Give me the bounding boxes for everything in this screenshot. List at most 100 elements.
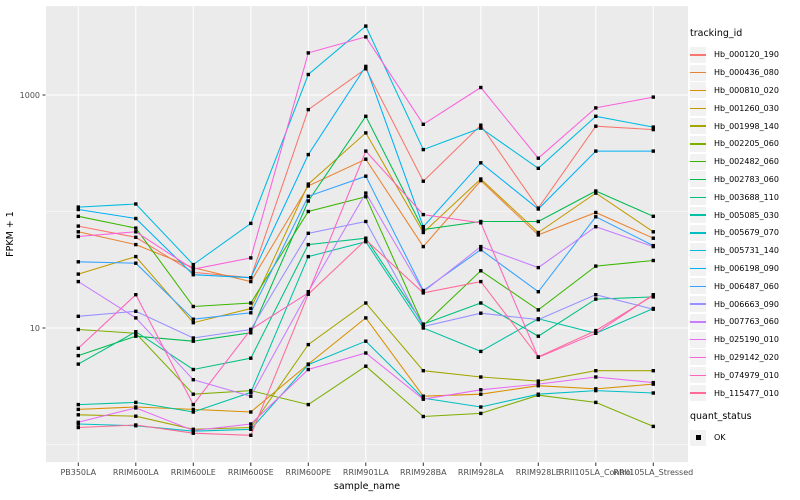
legend-item-Hb_000120_190: Hb_000120_190 xyxy=(690,46,798,64)
legend-line-swatch xyxy=(690,250,706,252)
data-point xyxy=(364,195,368,199)
data-point xyxy=(479,85,483,90)
legend-key-line-icon xyxy=(690,260,706,277)
data-point xyxy=(76,314,80,318)
data-point xyxy=(306,342,310,347)
data-point xyxy=(421,122,425,126)
data-point xyxy=(364,67,368,71)
data-point xyxy=(134,235,138,239)
legend-line-swatch xyxy=(690,214,706,216)
data-point xyxy=(249,306,253,311)
data-point xyxy=(249,425,253,430)
quant-status-label: OK xyxy=(714,433,726,443)
data-point xyxy=(249,390,253,395)
data-point xyxy=(651,424,655,429)
data-point xyxy=(191,262,195,267)
x-tick-label: RRIM600LE xyxy=(171,468,216,477)
data-point xyxy=(364,238,368,242)
data-point xyxy=(479,301,483,305)
data-point xyxy=(76,272,80,276)
data-point xyxy=(421,369,425,373)
data-point xyxy=(421,244,425,249)
data-point xyxy=(134,293,138,297)
data-point xyxy=(364,64,368,69)
data-point xyxy=(536,265,540,270)
data-point xyxy=(306,242,310,247)
data-point xyxy=(249,427,253,431)
x-tick-label: RRIM600PE xyxy=(286,468,332,477)
data-point xyxy=(364,149,368,153)
plot-panel xyxy=(46,6,688,462)
data-point xyxy=(479,244,483,249)
legend-label: Hb_005679_070 xyxy=(714,228,779,238)
legend-label: Hb_005731_140 xyxy=(714,246,779,256)
data-points xyxy=(76,24,655,437)
legend-line-swatch xyxy=(690,321,706,323)
data-point xyxy=(76,224,80,228)
data-point xyxy=(421,394,425,398)
data-point xyxy=(479,349,483,354)
data-point xyxy=(594,400,598,405)
legend-label: Hb_025190_010 xyxy=(714,335,779,345)
data-point xyxy=(76,214,80,218)
data-point xyxy=(651,307,655,311)
data-point xyxy=(306,199,310,203)
data-point xyxy=(536,392,540,396)
legend-line-swatch xyxy=(690,356,706,359)
legend-item-Hb_006663_090: Hb_006663_090 xyxy=(690,295,798,313)
data-point xyxy=(249,256,253,260)
legend-item-Hb_002205_060: Hb_002205_060 xyxy=(690,135,798,153)
data-point xyxy=(421,414,425,419)
data-point xyxy=(479,375,483,379)
data-point xyxy=(191,270,195,275)
legend-key-line-icon xyxy=(690,100,706,117)
data-point xyxy=(134,330,138,334)
legend-line-swatch xyxy=(690,267,706,270)
data-point xyxy=(249,311,253,315)
data-point xyxy=(364,24,368,28)
data-point xyxy=(191,339,195,343)
data-point xyxy=(249,221,253,226)
data-point xyxy=(306,107,310,112)
data-point xyxy=(594,225,598,229)
data-point xyxy=(536,230,540,235)
x-tick-label: RRIM928LA xyxy=(458,468,504,477)
legend-key-line-icon xyxy=(690,224,706,241)
data-point xyxy=(76,234,80,239)
x-tick-label: RRIM928LE xyxy=(516,468,561,477)
data-point xyxy=(249,356,253,360)
data-point xyxy=(191,402,195,407)
data-point xyxy=(536,207,540,211)
data-point xyxy=(76,207,80,212)
legend-item-Hb_025190_010: Hb_025190_010 xyxy=(690,331,798,349)
data-point xyxy=(306,194,310,198)
data-point xyxy=(134,242,138,247)
data-point xyxy=(594,210,598,215)
data-point xyxy=(249,422,253,426)
legend-items: Hb_000120_190 Hb_000436_080 Hb_000810_020 H… xyxy=(690,46,798,402)
data-point xyxy=(651,258,655,263)
data-point xyxy=(536,355,540,359)
data-point xyxy=(76,353,80,358)
point-marker-swatch xyxy=(695,435,701,441)
legend-key-line-icon xyxy=(690,171,706,188)
data-point xyxy=(134,226,138,230)
data-point xyxy=(421,230,425,235)
legend-line-swatch xyxy=(690,143,706,145)
data-point xyxy=(249,388,253,393)
black-square-point-icon xyxy=(690,429,706,446)
legend-item-Hb_029142_020: Hb_029142_020 xyxy=(690,349,798,367)
legend-key-line-icon xyxy=(690,118,706,135)
legend-title: tracking_id xyxy=(690,28,743,39)
data-point xyxy=(594,388,598,393)
data-point xyxy=(479,126,483,130)
legend-line-swatch xyxy=(690,72,706,74)
x-tick-label: RRII105LA_Stressed xyxy=(613,468,693,477)
data-point xyxy=(479,405,483,409)
data-point xyxy=(134,414,138,418)
data-point xyxy=(651,127,655,132)
data-point xyxy=(536,156,540,160)
data-point xyxy=(364,131,368,135)
data-point xyxy=(306,72,310,77)
